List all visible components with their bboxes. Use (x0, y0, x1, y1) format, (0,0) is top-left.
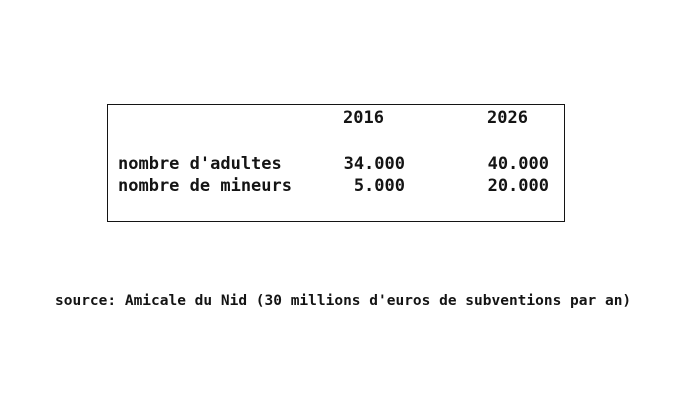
data-table: 2016 2026 nombre d'adultes 34.000 40.000… (107, 104, 565, 222)
value-cell-2016: 34.000 (343, 154, 405, 174)
row-label: nombre de mineurs (118, 176, 292, 196)
table-row: nombre de mineurs 5.000 20.000 (118, 178, 549, 195)
value-cell-2026: 40.000 (487, 154, 549, 174)
header-spacer (118, 110, 343, 127)
value-cell-2016: 5.000 (353, 176, 405, 196)
source-note: source: Amicale du Nid (30 millions d'eu… (55, 293, 632, 309)
column-header-2016: 2016 (343, 108, 384, 128)
table-header-row: 2016 2026 (118, 110, 549, 127)
table-row: nombre d'adultes 34.000 40.000 (118, 156, 549, 173)
value-cell-2026: 20.000 (487, 176, 549, 196)
row-label: nombre d'adultes (118, 154, 282, 174)
column-header-2026: 2026 (487, 108, 528, 128)
